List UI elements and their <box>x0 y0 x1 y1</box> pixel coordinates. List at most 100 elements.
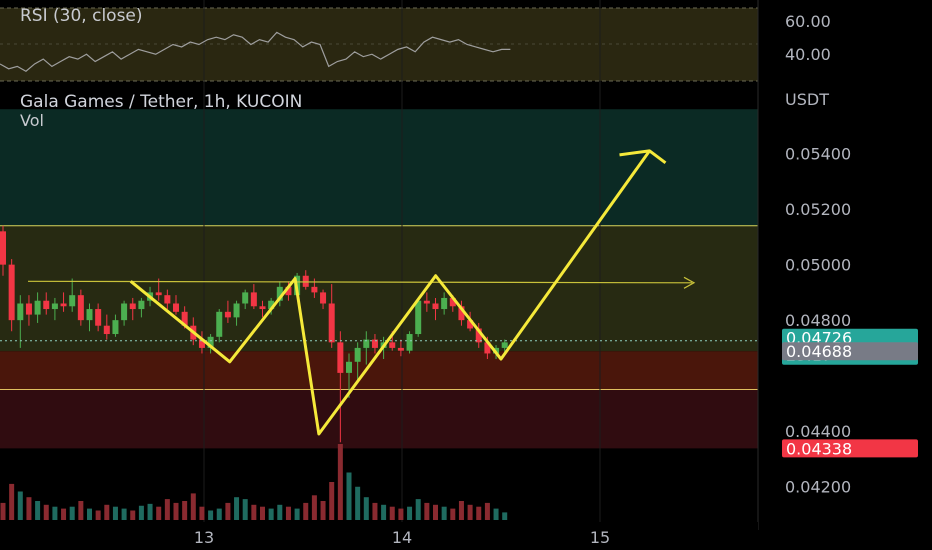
pattern-path <box>129 149 651 436</box>
candle <box>302 270 309 290</box>
candle <box>224 300 231 323</box>
volume-bar <box>433 504 438 520</box>
candle <box>17 295 24 348</box>
rsi-panel <box>0 31 511 72</box>
candle <box>77 289 84 326</box>
volume-bar <box>493 508 499 520</box>
candle-body <box>34 300 41 315</box>
candle-body <box>484 342 491 354</box>
volume-bar <box>104 504 110 520</box>
rsi-tick-label: 40.00 <box>785 45 831 64</box>
candle-body <box>121 303 128 321</box>
candle-body <box>181 311 188 326</box>
price-tag-label: 0.04688 <box>786 342 852 361</box>
volume-bar <box>372 502 378 520</box>
candle-body <box>95 309 102 326</box>
volume-bar <box>407 506 413 520</box>
volume-bar <box>182 501 188 520</box>
volume-bar <box>164 499 170 520</box>
neckline-arrowhead <box>683 276 696 289</box>
price-tag-label: 0.04338 <box>786 439 852 458</box>
volume-bar <box>17 491 23 520</box>
candle-body <box>233 303 240 318</box>
pattern-arrowhead <box>619 149 667 165</box>
candle <box>458 300 465 326</box>
volume-bar <box>78 501 84 520</box>
candle-body <box>475 328 482 343</box>
volume-bar <box>225 502 231 520</box>
volume-bar <box>242 499 248 520</box>
candle-body <box>467 320 474 329</box>
candle-body <box>302 275 309 287</box>
volume-bar <box>294 508 300 520</box>
candle <box>138 297 145 318</box>
candle <box>121 300 128 326</box>
volume-bar <box>121 508 127 520</box>
candle <box>363 331 370 365</box>
candle-body <box>173 303 179 312</box>
volume-bar <box>199 506 205 520</box>
candle <box>8 259 15 332</box>
candle-body <box>337 342 344 373</box>
candle-body <box>268 300 275 310</box>
candle-body <box>441 297 448 310</box>
candle-body <box>8 264 15 321</box>
candle-body <box>346 361 352 373</box>
candle <box>25 295 32 326</box>
background-layer <box>0 7 758 449</box>
volume-bar <box>320 501 326 520</box>
gridlines <box>203 0 601 530</box>
x-tick-label: 13 <box>194 528 214 547</box>
zone-rust <box>0 351 758 390</box>
zone-olive <box>0 225 758 352</box>
x-axis-bg <box>0 522 758 550</box>
candle-body <box>60 303 67 307</box>
candle-body <box>155 292 162 296</box>
candle <box>328 284 335 348</box>
volume-bar <box>467 504 473 520</box>
candle-body <box>320 292 327 304</box>
candle <box>441 292 448 315</box>
candle-body <box>415 300 422 335</box>
candle-body <box>276 286 283 301</box>
volume-bar <box>363 497 369 520</box>
candle-body <box>432 303 439 310</box>
candle-body <box>242 292 249 304</box>
candle-body <box>458 306 465 321</box>
zone-teal <box>0 109 758 226</box>
candle <box>337 331 344 443</box>
volume-bar <box>52 506 58 520</box>
candle <box>164 289 171 310</box>
price-axis: 60.00 40.00 USDT 0.05400 0.05200 0.05000 0.048… <box>757 0 932 550</box>
volume-bar <box>476 506 482 520</box>
candle-body <box>138 300 145 310</box>
candle <box>233 300 240 326</box>
candle <box>34 292 41 323</box>
volume-bar <box>415 499 421 520</box>
candle-body <box>224 311 231 318</box>
candle-body <box>25 303 32 315</box>
volume-bar <box>424 502 430 520</box>
volume-bar <box>502 512 508 520</box>
candle <box>51 297 58 321</box>
candle-body <box>406 334 413 351</box>
candle <box>103 314 110 340</box>
volume-bar <box>130 510 136 520</box>
volume-bar <box>43 504 49 520</box>
volume-bar <box>355 486 361 520</box>
candle <box>259 300 266 318</box>
candle <box>86 303 93 332</box>
x-tick-label: 15 <box>590 528 610 547</box>
volume-bar <box>251 504 257 520</box>
rsi-tick-label: 60.00 <box>785 12 831 31</box>
axis-bg <box>758 0 932 550</box>
candle-body <box>77 295 84 321</box>
volume-bar <box>216 508 222 520</box>
candle-body <box>250 292 257 307</box>
volume-bar <box>450 508 456 520</box>
currency-label: USDT <box>785 90 829 109</box>
candle <box>173 295 179 315</box>
candle <box>354 342 361 382</box>
candle <box>242 289 249 310</box>
candle-body <box>198 339 205 348</box>
